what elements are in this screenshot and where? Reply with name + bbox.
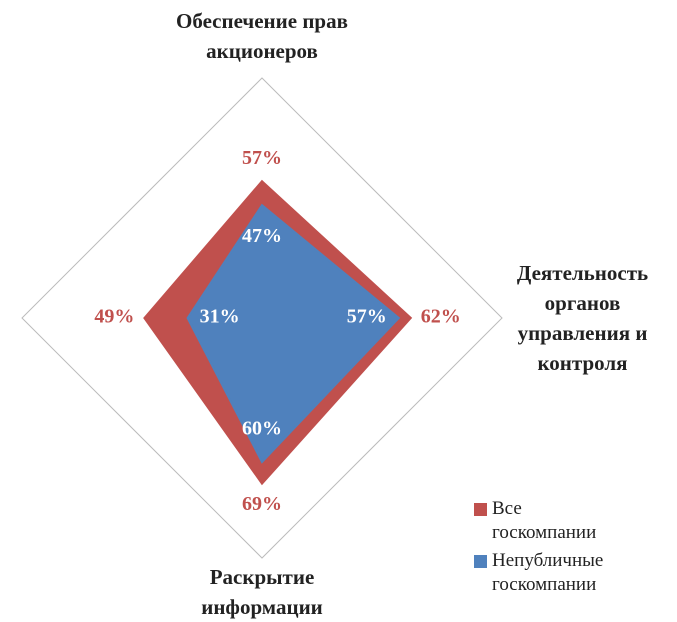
axis-label: Обеспечение прав акционеров: [176, 9, 348, 63]
series-area: [186, 203, 401, 464]
legend-label: Все госкомпании: [492, 498, 596, 543]
legend-line: Все: [492, 498, 522, 519]
legend-swatch: [474, 555, 487, 568]
data-label: 60%: [242, 418, 282, 440]
legend-line: Непубличные: [492, 550, 603, 571]
data-label: 31%: [200, 306, 240, 328]
legend-line: госкомпании: [492, 522, 596, 543]
axis-label: Деятельность органов управления и контро…: [516, 261, 649, 375]
data-label: 49%: [94, 306, 134, 328]
legend-line: госкомпании: [492, 574, 596, 595]
grid-line: [21, 77, 503, 559]
data-label: 57%: [347, 306, 387, 328]
legend-label: Непубличные госкомпании: [492, 550, 603, 595]
data-label: 62%: [421, 306, 461, 328]
legend-swatch: [474, 503, 487, 516]
data-label: 47%: [242, 225, 282, 247]
data-label: 57%: [242, 147, 282, 169]
data-label: 69%: [242, 493, 282, 515]
axis-label: Раскрытие информации: [201, 565, 323, 619]
